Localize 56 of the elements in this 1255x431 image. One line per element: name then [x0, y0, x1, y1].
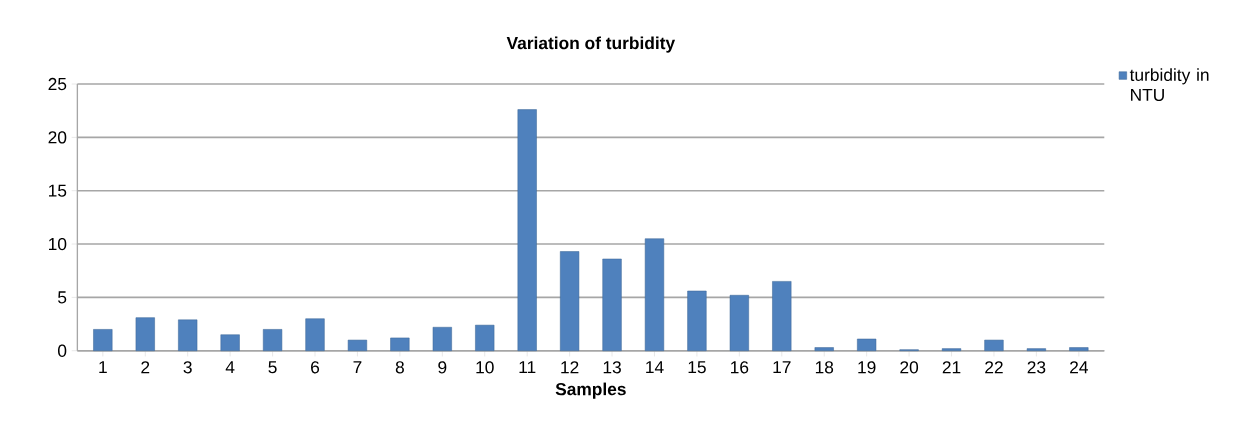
x-tick-label: 14: [646, 361, 664, 374]
x-tick-label: 3: [183, 361, 192, 374]
bar: [941, 348, 962, 352]
bar: [517, 109, 537, 352]
y-tick-label: 5: [58, 291, 67, 304]
bar: [135, 317, 155, 352]
x-tick-label: 22: [985, 361, 1003, 374]
x-tick-label: 23: [1027, 361, 1046, 374]
bar: [644, 238, 665, 352]
x-tick-label: 6: [311, 361, 320, 374]
bar: [305, 318, 325, 352]
bar: [1069, 347, 1089, 352]
bar: [729, 295, 749, 352]
bar: [432, 327, 452, 352]
chart-title: Variation of turbidity: [506, 36, 676, 53]
x-tick-label: 8: [395, 361, 404, 374]
x-tick-label: 19: [858, 361, 876, 374]
x-tick-label: 16: [731, 361, 749, 374]
x-tick-label: 7: [353, 361, 362, 374]
x-tick-label: 4: [225, 361, 235, 374]
bar: [814, 347, 834, 352]
y-tick-label: 20: [48, 131, 67, 144]
bar: [93, 329, 113, 352]
bar: [984, 339, 1004, 352]
x-tick-label: 9: [438, 361, 447, 374]
x-tick-label: 10: [476, 361, 494, 374]
x-tick-label: 18: [815, 361, 834, 374]
bar: [602, 258, 622, 352]
x-tick-label: 24: [1070, 361, 1088, 374]
bar: [1026, 348, 1046, 352]
bar: [687, 290, 707, 352]
bar: [347, 339, 368, 352]
bar: [857, 338, 877, 352]
x-tick-label: 1: [99, 361, 107, 374]
x-tick-label: 2: [141, 361, 150, 374]
bar: [390, 337, 410, 352]
bar: [772, 281, 792, 352]
x-tick-label: 21: [942, 361, 961, 374]
bar: [262, 329, 283, 352]
x-tick-label: 17: [773, 361, 791, 374]
bar: [560, 251, 580, 352]
x-tick-label: 13: [603, 361, 621, 374]
legend-label: turbidity in NTU: [1129, 68, 1209, 102]
y-tick-label: 0: [58, 344, 67, 357]
bar: [475, 324, 495, 352]
x-tick-label: 5: [268, 361, 277, 374]
y-tick-label: 10: [49, 238, 67, 251]
y-tick-label: 25: [48, 77, 67, 91]
bar: [178, 319, 198, 352]
x-tick-label: 20: [900, 361, 919, 374]
x-tick-label: 15: [688, 361, 706, 374]
x-tick-label: 12: [561, 361, 579, 374]
x-axis-title: Samples: [555, 382, 626, 399]
x-tick-label: 11: [519, 361, 536, 374]
y-tick-label: 15: [49, 184, 67, 197]
bar: [220, 334, 240, 352]
